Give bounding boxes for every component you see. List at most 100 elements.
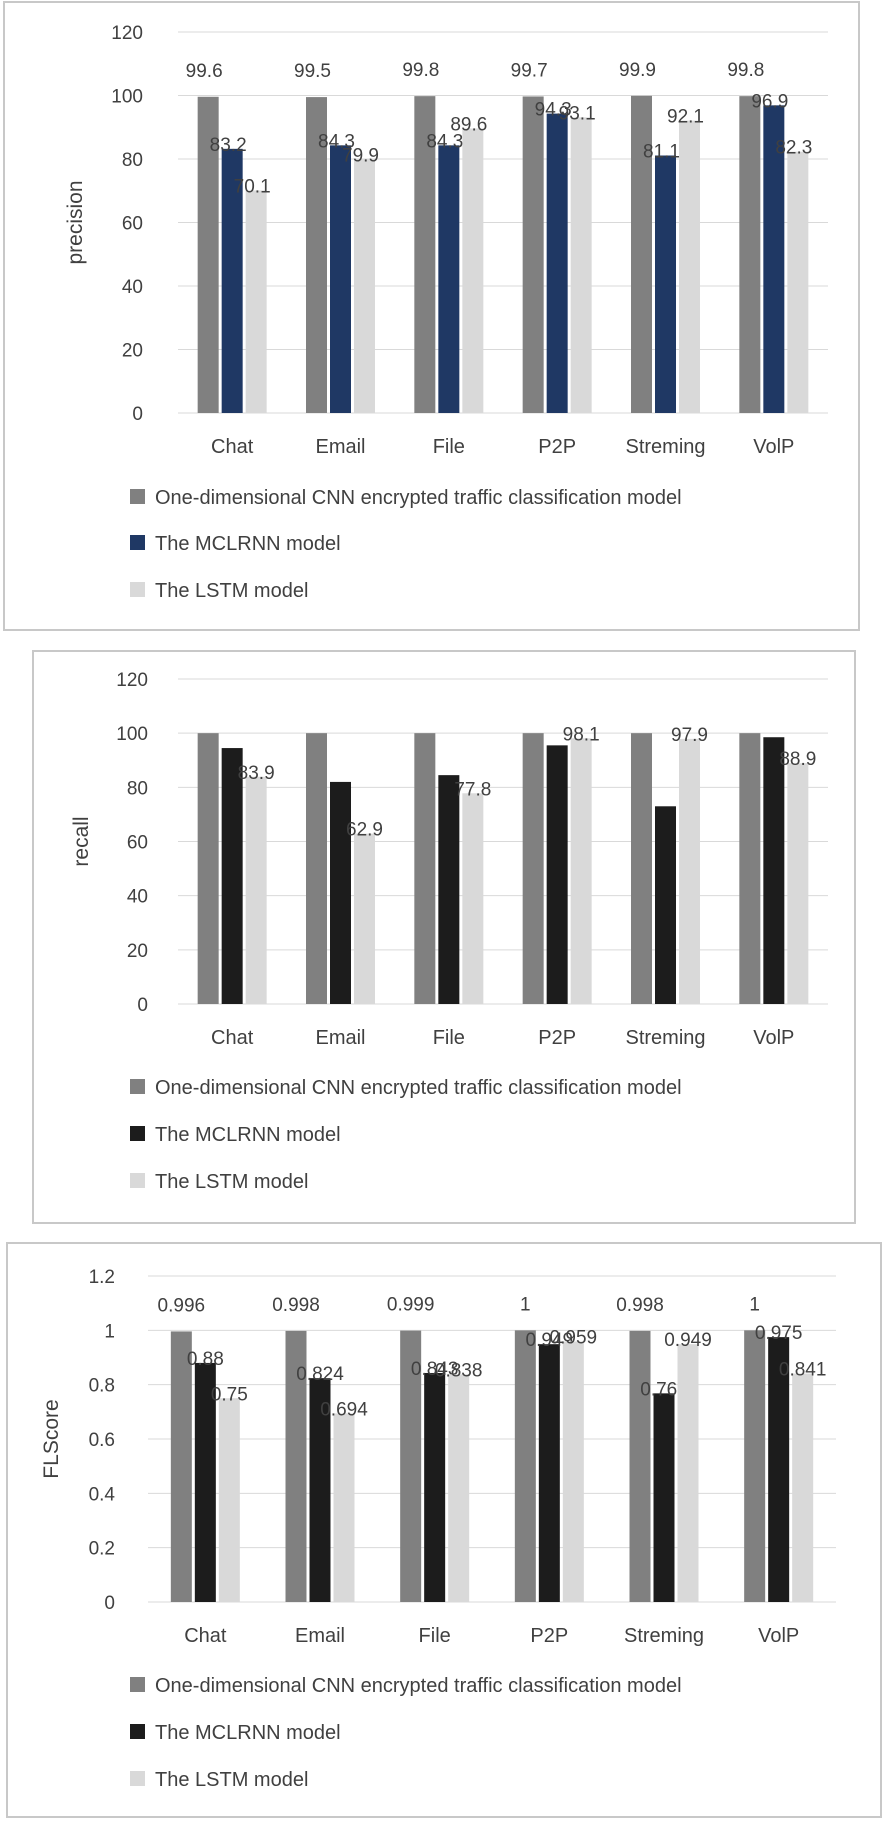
- bar: [629, 1330, 651, 1602]
- bar: [309, 1378, 331, 1602]
- data-label: 82.3: [775, 138, 812, 159]
- y-tick-label: 0.4: [89, 1484, 116, 1505]
- data-label: 84.3: [318, 131, 355, 152]
- legend-label: The LSTM model: [155, 1769, 308, 1791]
- x-category-label: Email: [315, 436, 365, 458]
- y-tick-label: 0.2: [89, 1539, 115, 1560]
- y-tick-label: 20: [127, 941, 148, 962]
- bar: [245, 776, 267, 1004]
- y-tick-label: 100: [111, 87, 143, 108]
- bar: [354, 833, 375, 1004]
- bar: [653, 1393, 675, 1602]
- data-label: 0.999: [387, 1295, 435, 1316]
- bar: [448, 1374, 470, 1602]
- bar: [679, 738, 700, 1004]
- x-category-label: File: [433, 1027, 465, 1049]
- y-tick-label: 80: [127, 778, 148, 799]
- x-category-label: Chat: [211, 436, 254, 458]
- bar: [522, 733, 544, 1004]
- data-label: 0.694: [320, 1399, 368, 1420]
- chart-2: 0 20 40 60 80 100 120 recall Chat 83.9 Email 62.9 Fi…: [32, 650, 856, 1224]
- y-tick-label: 1: [104, 1321, 115, 1342]
- bar: [438, 145, 460, 413]
- data-label: 1: [520, 1294, 531, 1315]
- bar: [739, 733, 761, 1004]
- bar: [631, 733, 652, 1004]
- y-tick-label: 20: [122, 341, 143, 362]
- bar: [744, 1330, 766, 1602]
- bar: [677, 1344, 699, 1602]
- y-tick-label: 0: [132, 404, 143, 425]
- data-label: 70.1: [234, 176, 271, 197]
- legend-swatch: [130, 1771, 145, 1786]
- data-label: 62.9: [346, 820, 383, 841]
- x-category-label: Email: [315, 1027, 365, 1049]
- data-label: 83.9: [238, 763, 275, 784]
- x-category-label: P2P: [538, 1027, 576, 1049]
- y-tick-label: 120: [116, 670, 148, 691]
- y-tick-label: 80: [122, 150, 143, 171]
- x-category-label: P2P: [530, 1625, 568, 1647]
- y-tick-label: 0.8: [89, 1376, 115, 1397]
- legend-label: The LSTM model: [155, 580, 308, 602]
- y-tick-label: 120: [111, 23, 143, 44]
- bar: [194, 1362, 216, 1602]
- y-axis-label: recall: [70, 816, 93, 866]
- y-tick-label: 100: [116, 724, 148, 745]
- legend-swatch: [130, 582, 145, 597]
- bar: [414, 733, 436, 1004]
- bar: [655, 806, 676, 1004]
- bar: [655, 155, 676, 413]
- bar: [354, 159, 375, 413]
- x-category-label: File: [433, 436, 465, 458]
- x-category-label: Streming: [625, 1027, 705, 1049]
- data-label: 99.6: [186, 61, 223, 82]
- y-tick-label: 60: [127, 833, 148, 854]
- bar: [221, 148, 243, 413]
- legend-label: The LSTM model: [155, 1171, 308, 1193]
- data-label: 83.2: [210, 135, 247, 156]
- legend-swatch: [130, 1126, 145, 1141]
- x-category-label: Email: [295, 1625, 345, 1647]
- bar: [221, 748, 243, 1004]
- legend-swatch: [130, 1724, 145, 1739]
- legend-swatch: [130, 535, 145, 550]
- y-tick-label: 40: [127, 887, 148, 908]
- bar: [562, 1341, 584, 1602]
- x-category-label: VolP: [753, 1027, 794, 1049]
- legend-label: One-dimensional CNN encrypted traffic cl…: [155, 1675, 682, 1697]
- legend-label: The MCLRNN model: [155, 1722, 341, 1744]
- legend-label: The MCLRNN model: [155, 1124, 341, 1146]
- y-axis-label: precision: [64, 180, 87, 264]
- bar: [546, 113, 568, 413]
- bar: [170, 1331, 192, 1602]
- x-category-label: Streming: [625, 436, 705, 458]
- bar: [538, 1344, 560, 1602]
- bar: [197, 733, 219, 1004]
- y-tick-label: 0.6: [89, 1430, 115, 1451]
- bar: [570, 117, 592, 413]
- y-tick-label: 40: [122, 277, 143, 298]
- data-label: 98.1: [563, 724, 600, 745]
- data-label: 93.1: [559, 103, 596, 124]
- data-label: 0.998: [272, 1295, 320, 1316]
- data-label: 77.8: [454, 779, 491, 800]
- bar: [739, 96, 761, 413]
- data-label: 1: [749, 1294, 760, 1315]
- bar: [424, 1372, 446, 1602]
- bar: [285, 1330, 307, 1602]
- legend-swatch: [130, 1079, 145, 1094]
- data-label: 0.949: [664, 1330, 712, 1351]
- data-label: 99.7: [511, 60, 548, 81]
- bar: [768, 1337, 790, 1602]
- data-label: 0.996: [158, 1295, 206, 1316]
- data-label: 96.9: [751, 91, 788, 112]
- data-label: 0.768: [640, 1379, 688, 1400]
- data-label: 84.3: [426, 131, 463, 152]
- bar: [763, 105, 785, 413]
- data-label: 0.843: [411, 1359, 459, 1380]
- x-category-label: P2P: [538, 436, 576, 458]
- data-label: 0.975: [755, 1323, 803, 1344]
- x-category-label: File: [419, 1625, 451, 1647]
